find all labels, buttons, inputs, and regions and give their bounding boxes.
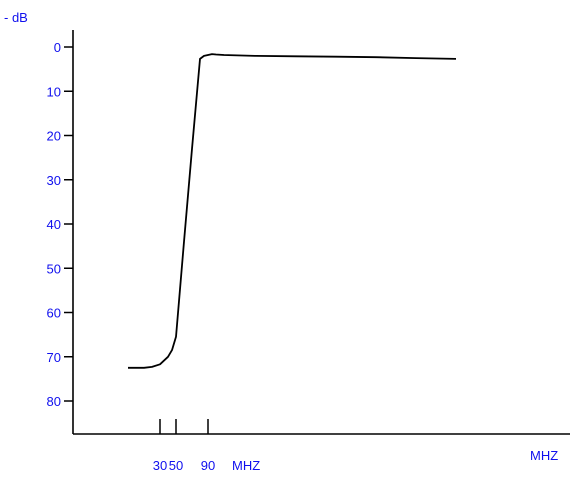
attenuation-curve [128, 53, 457, 369]
y-tick-label: 80 [47, 394, 61, 409]
y-tick-label: 60 [47, 306, 61, 321]
y-ticks: 0 10 20 30 40 50 60 70 80 [47, 40, 73, 409]
y-tick-label: 30 [47, 173, 61, 188]
x-axis-title: MHZ [530, 448, 558, 463]
y-tick-label: 10 [47, 84, 61, 99]
y-axis-title: - dB [4, 10, 28, 25]
y-tick-label: 70 [47, 350, 61, 365]
x-tick-label: 50 [169, 458, 183, 473]
x-ticks: 30 50 90 [153, 419, 215, 473]
y-tick-label: 40 [47, 217, 61, 232]
y-tick-label: 50 [47, 261, 61, 276]
y-tick-label: 20 [47, 129, 61, 144]
x-tick-label: 30 [153, 458, 167, 473]
y-tick-label: 0 [54, 40, 61, 55]
x-tick-label: 90 [201, 458, 215, 473]
x-tick-unit-label: MHZ [232, 458, 260, 473]
